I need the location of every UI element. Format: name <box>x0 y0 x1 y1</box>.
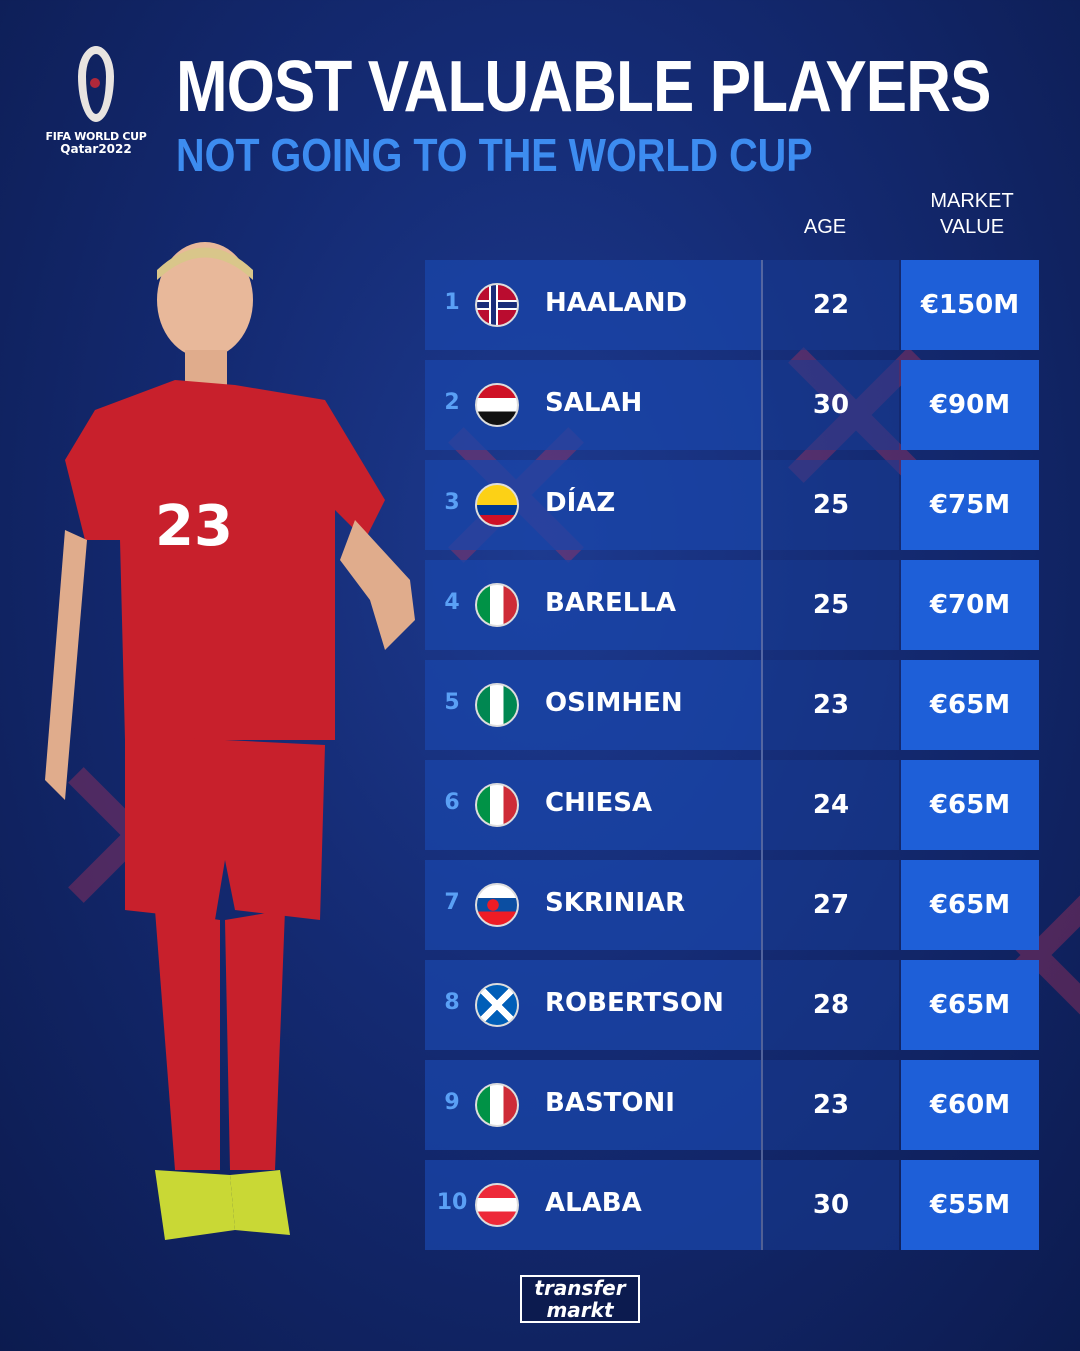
player-name: CHIESA <box>545 788 653 818</box>
brand-text: markt <box>546 1298 614 1322</box>
player-cell: 5 OSIMHEN <box>425 660 761 750</box>
market-value: €90M <box>901 360 1039 450</box>
player-name: ROBERTSON <box>545 988 724 1018</box>
rank: 10 <box>436 1190 468 1215</box>
player-age: 30 <box>763 1160 899 1250</box>
player-age: 25 <box>763 460 899 550</box>
player-age: 22 <box>763 260 899 350</box>
market-value: €75M <box>901 460 1039 550</box>
player-cell: 7 SKRINIAR <box>425 860 761 950</box>
page-title: MOST VALUABLE PLAYERS <box>176 47 991 127</box>
player-age: 23 <box>763 660 899 750</box>
shirt-number: 23 <box>155 494 233 559</box>
player-row: 3 DÍAZ 25 €75M <box>425 460 1039 550</box>
player-age: 30 <box>763 360 899 450</box>
rank: 5 <box>444 690 460 715</box>
player-photo: 23 <box>45 242 415 1240</box>
player-row: 8 ROBERTSON 28 €65M <box>425 960 1039 1050</box>
rank: 1 <box>444 290 460 315</box>
player-cell: 6 CHIESA <box>425 760 761 850</box>
age-header: AGE <box>803 216 847 238</box>
player-cell: 3 DÍAZ <box>425 460 761 550</box>
player-cell: 2 SALAH <box>425 360 761 450</box>
player-cell: 10 ALABA <box>425 1160 761 1250</box>
market-value: €65M <box>901 660 1039 750</box>
slovakia-flag-icon <box>475 883 519 927</box>
trophy-icon <box>78 46 114 122</box>
market-value: €65M <box>901 860 1039 950</box>
player-row: 5 OSIMHEN 23 €65M <box>425 660 1039 750</box>
rank: 9 <box>444 1090 460 1115</box>
rank: 4 <box>444 590 460 615</box>
market-value: €65M <box>901 960 1039 1050</box>
player-name: SALAH <box>545 388 643 418</box>
player-cell: 8 ROBERTSON <box>425 960 761 1050</box>
egypt-flag-icon <box>475 383 519 427</box>
norway-flag-icon <box>475 283 519 327</box>
austria-flag-icon <box>475 1183 519 1227</box>
logo-text: Qatar2022 <box>60 142 132 156</box>
italy-flag-icon <box>475 583 519 627</box>
colombia-flag-icon <box>475 483 519 527</box>
player-row: 6 CHIESA 24 €65M <box>425 760 1039 850</box>
player-row: 7 SKRINIAR 27 €65M <box>425 860 1039 950</box>
italy-flag-icon <box>475 783 519 827</box>
player-name: BASTONI <box>545 1088 675 1118</box>
column-divider <box>761 260 763 1250</box>
transfermarkt-logo: transfer markt <box>520 1275 640 1323</box>
nigeria-flag-icon <box>475 683 519 727</box>
player-age: 27 <box>763 860 899 950</box>
player-name: OSIMHEN <box>545 688 683 718</box>
player-name: DÍAZ <box>545 488 616 518</box>
rank: 3 <box>444 490 460 515</box>
world-cup-logo: FIFA WORLD CUP Qatar2022 <box>44 46 148 155</box>
market-value: €70M <box>901 560 1039 650</box>
market-value: €65M <box>901 760 1039 850</box>
rank: 8 <box>444 990 460 1015</box>
player-age: 23 <box>763 1060 899 1150</box>
player-name: BARELLA <box>545 588 676 618</box>
market-value: €60M <box>901 1060 1039 1150</box>
player-cell: 4 BARELLA <box>425 560 761 650</box>
player-age: 24 <box>763 760 899 850</box>
player-name: HAALAND <box>545 288 688 318</box>
market-value: €150M <box>901 260 1039 350</box>
player-row: 2 SALAH 30 €90M <box>425 360 1039 450</box>
rank: 2 <box>444 390 460 415</box>
player-row: 4 BARELLA 25 €70M <box>425 560 1039 650</box>
player-name: SKRINIAR <box>545 888 686 918</box>
player-name: ALABA <box>545 1188 642 1218</box>
page-subtitle: NOT GOING TO THE WORLD CUP <box>176 129 813 181</box>
player-age: 25 <box>763 560 899 650</box>
italy-flag-icon <box>475 1083 519 1127</box>
player-cell: 1 HAALAND <box>425 260 761 350</box>
market-value: €55M <box>901 1160 1039 1250</box>
rank: 7 <box>444 890 460 915</box>
brand-text: transfer <box>534 1276 626 1300</box>
player-age: 28 <box>763 960 899 1050</box>
market-value-header: MARKET VALUE <box>930 190 1014 238</box>
player-row: 9 BASTONI 23 €60M <box>425 1060 1039 1150</box>
player-row: 10 ALABA 30 €55M <box>425 1160 1039 1250</box>
rank: 6 <box>444 790 460 815</box>
scotland-flag-icon <box>475 983 519 1027</box>
logo-text: FIFA WORLD CUP <box>45 130 147 143</box>
player-row: 1 HAALAND 22 €150M <box>425 260 1039 350</box>
player-cell: 9 BASTONI <box>425 1060 761 1150</box>
